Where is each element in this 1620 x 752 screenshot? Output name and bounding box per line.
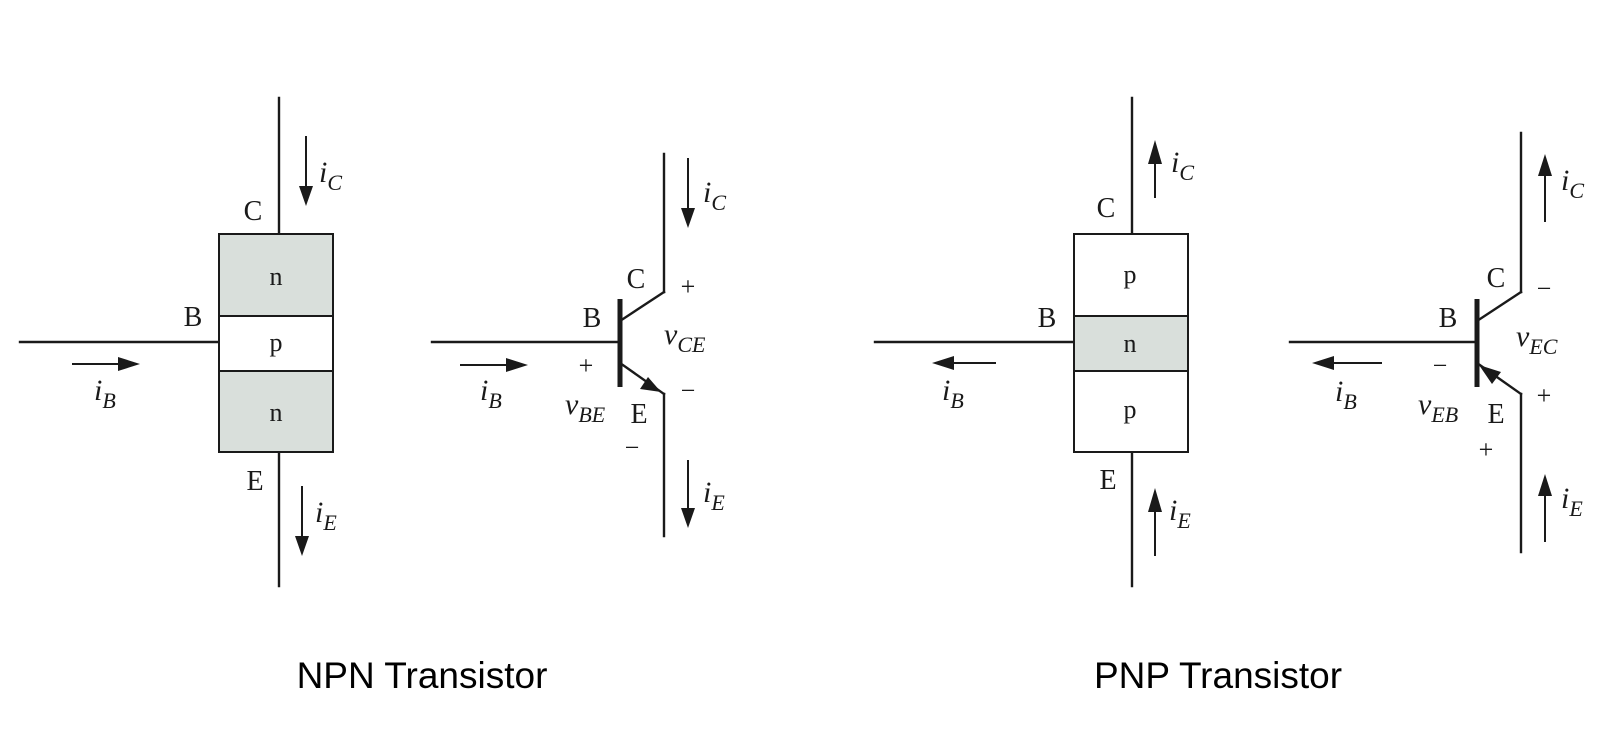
pnp-symbol-label-b: B — [1439, 303, 1458, 334]
pnp-veb-label: vEB — [1418, 388, 1458, 427]
npn-symbol-ib-arrowhead — [506, 358, 528, 372]
pnp-symbol-ib-arrowhead — [1312, 356, 1334, 370]
pnp-symbol-label-e: E — [1487, 399, 1504, 430]
pnp-symbol-ie-label: iE — [1561, 482, 1583, 521]
npn-caption: NPN Transistor — [297, 655, 548, 696]
pnp-symbol-emitter-arrowhead — [1479, 365, 1501, 384]
npn-vce-minus: − — [681, 376, 696, 405]
npn-block-diagram: n p n C B E iC iB iE — [18, 96, 342, 588]
npn-vbe-label: vBE — [565, 388, 606, 427]
npn-layer-mid: p — [270, 328, 283, 357]
pnp-block-label-e: E — [1099, 465, 1116, 496]
pnp-symbol-ib-label: iB — [1335, 375, 1357, 414]
pnp-layer-mid: n — [1124, 329, 1137, 358]
pnp-collector-region — [1073, 233, 1189, 317]
npn-symbol-ie-label: iE — [703, 476, 725, 515]
pnp-base-region — [1073, 315, 1189, 372]
pnp-vec-label: vEC — [1516, 320, 1558, 359]
npn-symbol-label-b: B — [583, 303, 602, 334]
npn-block-ie-arrowhead — [295, 536, 309, 556]
pnp-block-label-c: C — [1097, 193, 1116, 224]
npn-block-label-b: B — [184, 302, 203, 333]
pnp-block-ic-arrowhead — [1148, 140, 1162, 164]
pnp-emitter-region — [1073, 370, 1189, 453]
npn-symbol-emitter-arrowhead — [640, 377, 661, 392]
npn-vbe-minus: − — [625, 433, 640, 462]
npn-symbol-ic-arrowhead — [681, 208, 695, 228]
pnp-caption: PNP Transistor — [1094, 655, 1342, 696]
pnp-symbol-label-c: C — [1487, 263, 1506, 294]
pnp-veb-minus: − — [1433, 351, 1448, 380]
pnp-symbol-collector-lead — [1475, 290, 1523, 323]
pnp-block-ic-label: iC — [1171, 146, 1194, 185]
npn-block-label-c: C — [244, 196, 263, 227]
pnp-layer-bottom: p — [1124, 395, 1137, 424]
pnp-symbol-ic-arrowhead — [1538, 154, 1552, 176]
pnp-block-ib-arrowhead — [932, 356, 954, 370]
npn-symbol-ic-label: iC — [703, 176, 726, 215]
pnp-vec-minus: − — [1537, 274, 1552, 303]
pnp-veb-plus: + — [1479, 435, 1494, 464]
npn-symbol-label-c: C — [627, 264, 646, 295]
pnp-block-diagram: p n p C B E iC iB iE — [873, 96, 1194, 588]
pnp-vec-plus: + — [1537, 381, 1552, 410]
pnp-block-ie-arrowhead — [1148, 488, 1162, 512]
npn-block-ib-arrowhead — [118, 357, 140, 371]
pnp-layer-top: p — [1124, 260, 1137, 289]
npn-layer-bottom: n — [270, 398, 283, 427]
npn-collector-region — [218, 233, 334, 317]
pnp-circuit-symbol: C B E iC iB iE − vEC + − vEB + — [1288, 131, 1584, 554]
npn-block-ic-arrowhead — [299, 186, 313, 206]
npn-base-region — [218, 315, 334, 372]
npn-circuit-symbol: C B E iC iB iE + vCE − + vBE − — [430, 152, 726, 538]
npn-vce-label: vCE — [664, 318, 706, 357]
pnp-block-ib-label: iB — [942, 374, 964, 413]
npn-emitter-region — [218, 370, 334, 453]
npn-vbe-plus: + — [579, 351, 594, 380]
pnp-symbol-ie-arrowhead — [1538, 474, 1552, 496]
npn-block-label-e: E — [246, 466, 263, 497]
pnp-symbol-ic-label: iC — [1561, 164, 1584, 203]
pnp-block-ie-label: iE — [1169, 494, 1191, 533]
npn-block-ib-label: iB — [94, 374, 116, 413]
npn-symbol-collector-lead — [618, 290, 666, 323]
npn-symbol-label-e: E — [630, 399, 647, 430]
pnp-block-label-b: B — [1038, 303, 1057, 334]
npn-symbol-ib-label: iB — [480, 374, 502, 413]
npn-block-ic-label: iC — [319, 156, 342, 195]
npn-layer-top: n — [270, 262, 283, 291]
npn-block-ie-label: iE — [315, 496, 337, 535]
npn-symbol-ie-arrowhead — [681, 508, 695, 528]
npn-vce-plus: + — [681, 272, 696, 301]
